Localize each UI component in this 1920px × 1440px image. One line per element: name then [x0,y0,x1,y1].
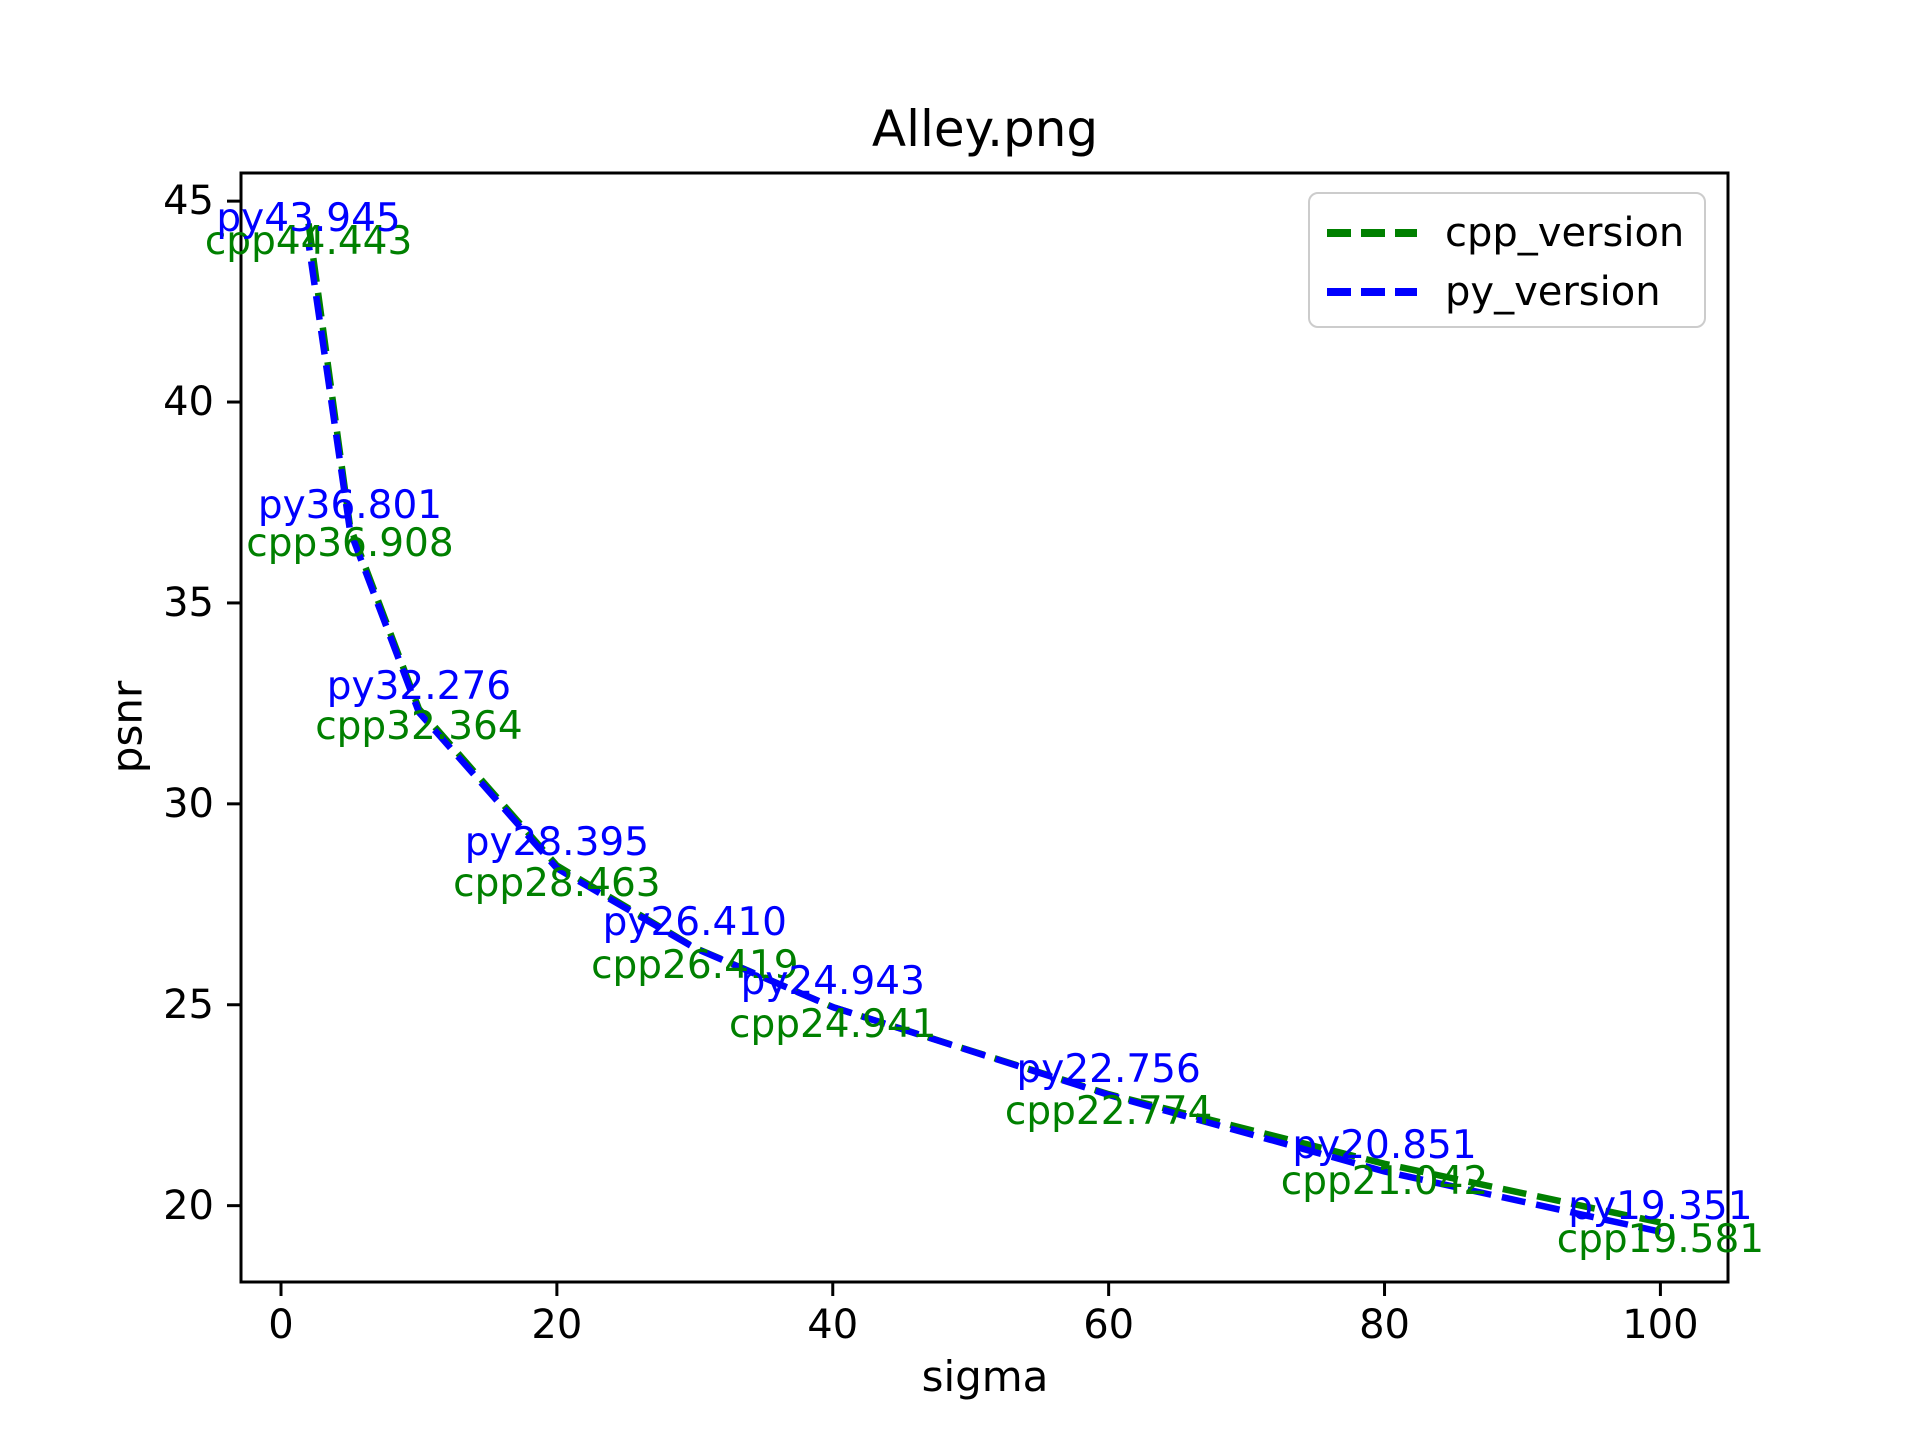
x-axis-label: sigma [921,1352,1049,1401]
x-tick-label: 20 [531,1302,583,1348]
legend-entry-cpp-version: cpp_version [1326,203,1704,262]
py_version-line [305,243,1662,1235]
y-tick-label: 35 [163,579,214,626]
y-tick-label: 40 [163,379,214,426]
cpp_version-point-label: cpp36.908 [246,521,454,567]
py_version-point-label: py43.945 [216,195,401,241]
py_version-point-label: py32.276 [326,664,512,710]
axes-spines [239,171,1730,1284]
cpp_version-point-label: cpp19.581 [1556,1217,1765,1263]
legend-label-py-version: py_version [1445,268,1661,315]
legend-label-cpp-version: cpp_version [1445,209,1685,256]
x-tick-label: 80 [1359,1302,1410,1348]
y-tick-label: 30 [163,780,214,827]
chart-title: Alley.png [871,100,1099,158]
x-tick-label: 100 [1622,1302,1699,1348]
py_version-point-label: py26.410 [602,900,787,946]
cpp_version-point-label: cpp32.364 [315,703,523,749]
y-axis-label: psnr [102,680,152,774]
py_version-point-label: py20.851 [1292,1123,1477,1169]
cpp_version-point-label: cpp21.042 [1280,1158,1489,1204]
x-tick-label: 60 [1083,1302,1135,1348]
py_version-point-label: py22.756 [1016,1047,1201,1093]
legend-entry-py-version: py_version [1326,262,1704,321]
legend-box: cpp_version py_version [1308,192,1706,328]
cpp_version-point-label: cpp26.419 [591,942,799,988]
cpp_version-point-label: cpp24.941 [729,1002,937,1048]
cpp_version-point-label: cpp28.463 [453,860,661,906]
y-tick-label: 45 [163,178,214,225]
x-tick-label: 0 [268,1302,294,1348]
cpp_version-point-label: cpp22.774 [1004,1089,1213,1135]
py_version-point-label: py19.351 [1568,1183,1753,1229]
py_version-point-label: py36.801 [257,482,443,528]
py-dashed-line-sample-icon [1327,287,1417,296]
py_version-point-label: py24.943 [740,959,925,1005]
y-tick-label: 20 [163,1182,214,1229]
y-tick-label: 25 [163,981,214,1028]
cpp_version-point-label: cpp44.443 [204,218,413,264]
x-tick-label: 40 [807,1302,859,1348]
cpp-dashed-line-sample-icon [1327,228,1417,237]
py_version-point-label: py28.395 [464,820,650,866]
